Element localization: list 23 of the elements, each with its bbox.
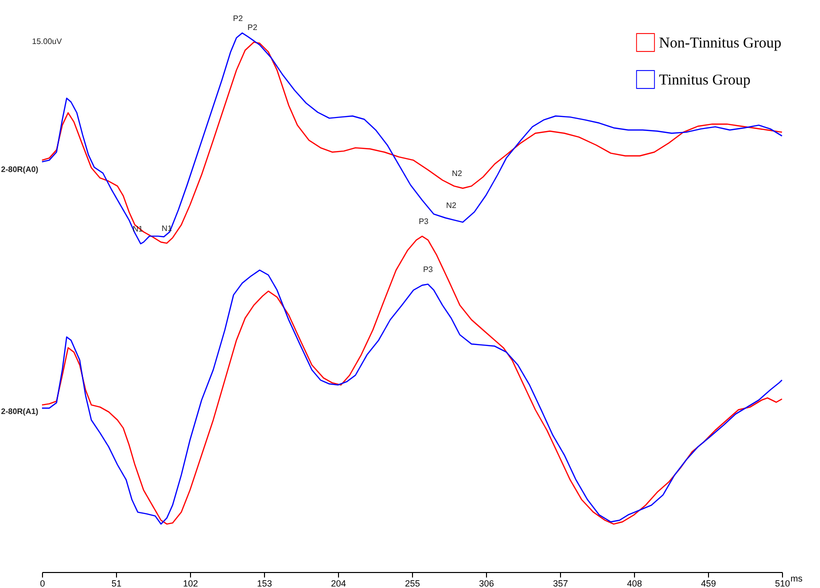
annotation: P2 xyxy=(232,14,244,23)
annotation: P3 xyxy=(418,217,430,226)
x-tick-label: 255 xyxy=(404,578,420,588)
annotation: 15.00uV xyxy=(32,37,62,46)
x-tick-label: 408 xyxy=(626,578,642,588)
x-tick-label: 204 xyxy=(330,578,346,588)
annotation: P2 xyxy=(247,23,258,32)
x-tick-label: 0 xyxy=(40,578,46,588)
text: 2-80R(A1) xyxy=(1,407,39,416)
annotation: N2 xyxy=(452,169,463,178)
text: 2-80R(A0) xyxy=(1,165,39,174)
x-tick-label: 102 xyxy=(182,578,198,588)
annotation: P3 xyxy=(423,265,434,274)
x-tick-label: 357 xyxy=(552,578,568,588)
x-tick-label: 51 xyxy=(111,578,122,588)
x-axis-title: ms xyxy=(790,574,803,584)
x-tick-label: 459 xyxy=(700,578,716,588)
x-tick-label: 306 xyxy=(478,578,494,588)
x-tick-label: 510 xyxy=(774,578,790,588)
legend-label: Non-Tinnitus Group xyxy=(659,36,782,52)
legend-label: Tinnitus Group xyxy=(659,72,751,88)
annotation: N2 xyxy=(446,201,457,210)
x-tick-label: 153 xyxy=(256,578,272,588)
